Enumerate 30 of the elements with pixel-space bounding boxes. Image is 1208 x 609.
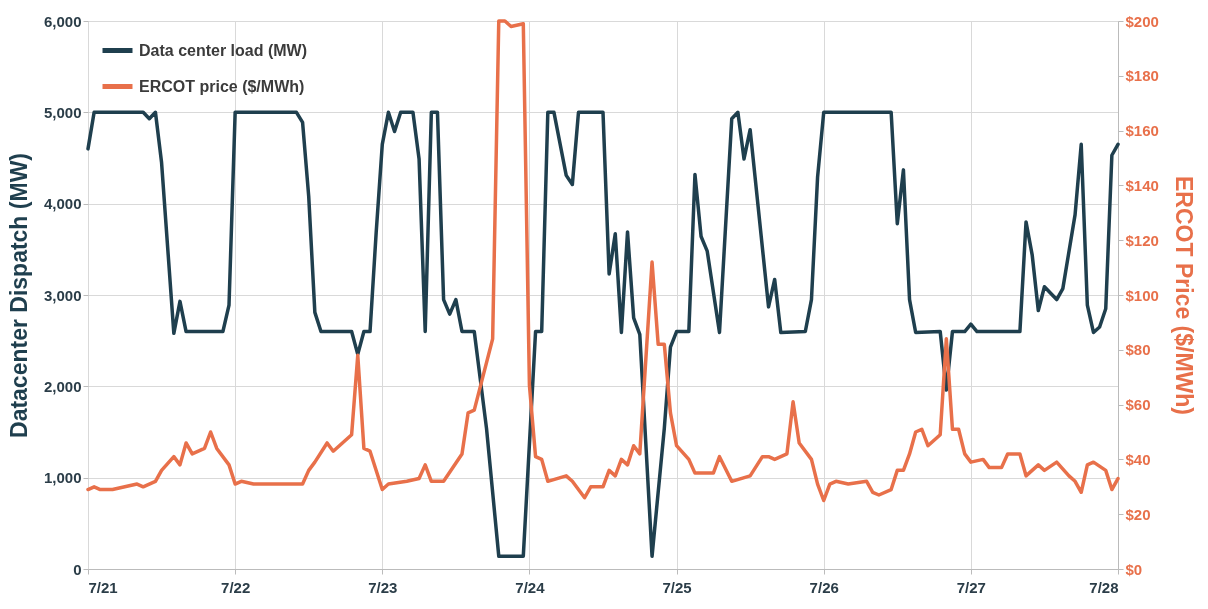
y-tick-label: 1,000 [43,469,82,487]
y-tick-label: 5,000 [43,103,82,121]
y-axis-title: Datacenter Dispatch (MW) [5,153,32,438]
y2-tick-label: $0 [1125,560,1143,578]
y2-tick-label: $180 [1125,67,1159,85]
y-tick-label: 6,000 [43,12,82,30]
y2-tick-label: $40 [1125,450,1151,468]
x-tick-label: 7/27 [956,578,986,596]
y-tick-label: 2,000 [43,377,82,395]
x-tick-label: 7/25 [662,578,692,596]
legend-label: ERCOT price ($/MWh) [139,77,305,95]
y2-tick-label: $160 [1125,122,1159,140]
x-tick-label: 7/22 [221,578,251,596]
y2-tick-label: $100 [1125,286,1159,304]
x-tick-label: 7/26 [809,578,839,596]
x-tick-label: 7/24 [515,578,546,596]
x-tick-label: 7/28 [1089,578,1119,596]
y2-tick-label: $60 [1125,396,1151,414]
y-tick-label: 3,000 [43,286,82,304]
y2-axis-title: ERCOT Price ($/MWh) [1170,176,1197,415]
y-tick-label: 0 [73,560,82,578]
legend-label: Data center load (MW) [139,41,308,59]
y2-tick-label: $140 [1125,176,1159,194]
y-tick-label: 4,000 [43,195,82,213]
y2-tick-label: $120 [1125,231,1159,249]
y2-tick-label: $200 [1125,12,1159,30]
x-tick-label: 7/23 [368,578,398,596]
y2-tick-label: $80 [1125,341,1151,359]
x-tick-label: 7/21 [88,578,118,596]
y2-tick-label: $20 [1125,505,1151,523]
